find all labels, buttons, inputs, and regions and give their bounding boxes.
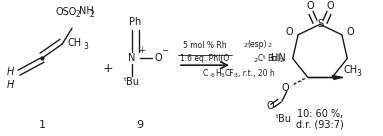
Text: 2: 2 (243, 43, 247, 48)
Text: O: O (347, 27, 355, 37)
Text: ...: ... (296, 77, 303, 83)
Text: ᵗBu: ᵗBu (276, 114, 292, 124)
Text: O: O (285, 27, 293, 37)
Text: 3: 3 (234, 73, 238, 78)
Text: OSO: OSO (55, 7, 76, 17)
Text: ᵗBu: ᵗBu (124, 77, 140, 87)
Text: O: O (306, 1, 314, 11)
Text: CH: CH (344, 65, 358, 75)
Text: 6: 6 (211, 73, 215, 78)
Text: H: H (215, 69, 221, 78)
Text: CH: CH (68, 38, 82, 48)
Text: O: O (326, 1, 334, 11)
Text: 2: 2 (279, 58, 283, 63)
Text: 3: 3 (83, 42, 88, 51)
Text: N: N (128, 53, 136, 63)
Text: +: + (139, 46, 146, 55)
Text: −: − (162, 46, 169, 55)
Polygon shape (332, 75, 342, 79)
Text: NH: NH (79, 6, 94, 16)
Text: O: O (266, 101, 274, 111)
Text: 5 mol % Rh: 5 mol % Rh (183, 41, 227, 50)
Text: 3: 3 (356, 69, 361, 78)
Text: C: C (258, 54, 263, 63)
Text: O: O (281, 83, 289, 93)
Text: , r.t., 20 h: , r.t., 20 h (238, 69, 275, 78)
Text: +: + (103, 62, 113, 75)
Text: (esp): (esp) (247, 40, 267, 49)
Text: Ph: Ph (129, 17, 141, 27)
Text: HN: HN (271, 53, 286, 64)
Text: 2: 2 (76, 10, 81, 19)
Text: 10: 60 %,: 10: 60 %, (297, 109, 343, 119)
Text: H: H (6, 67, 14, 77)
Text: S: S (317, 19, 323, 29)
Text: H: H (6, 80, 14, 90)
Text: O: O (154, 53, 162, 63)
Text: d.r. (93:7): d.r. (93:7) (296, 119, 344, 129)
Text: t: t (263, 55, 265, 60)
Text: 1: 1 (39, 120, 46, 130)
Text: 2: 2 (90, 10, 95, 19)
Text: 5: 5 (221, 73, 225, 78)
Text: Bu): Bu) (267, 54, 280, 63)
Text: CF: CF (225, 69, 235, 78)
Text: 2: 2 (268, 43, 272, 48)
Text: 2: 2 (254, 58, 258, 63)
Text: C: C (202, 69, 208, 78)
Text: 9: 9 (136, 120, 144, 130)
Text: 1.6 eq. PhI(O: 1.6 eq. PhI(O (180, 54, 230, 63)
